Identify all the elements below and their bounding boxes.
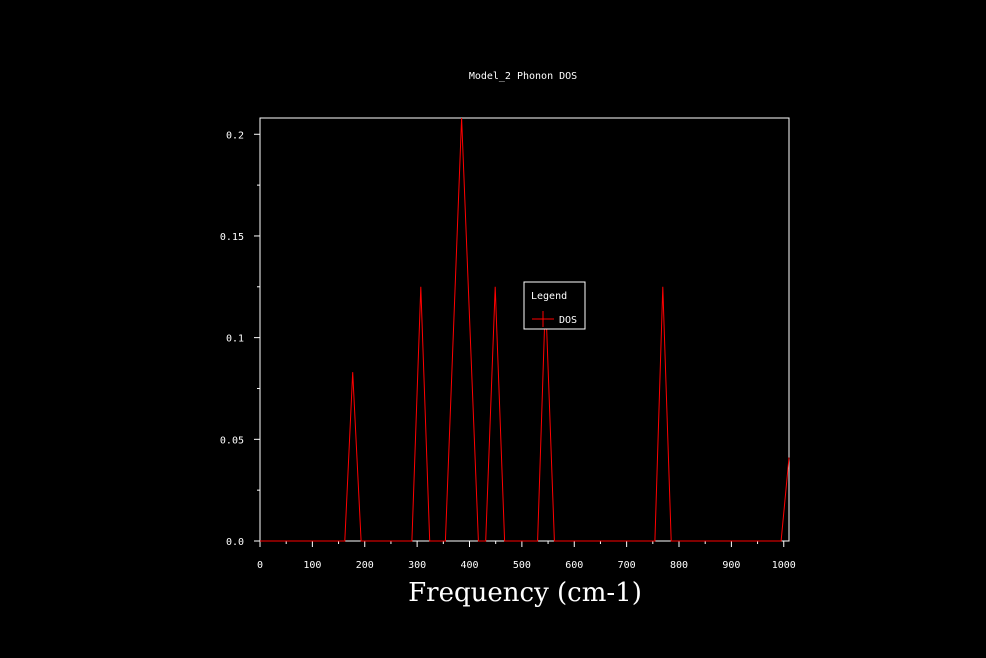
x-tick-label: 200 (356, 560, 374, 571)
x-axis-ticks: 0 100 200 300 400 500 600 700 800 900 1000 (257, 541, 796, 571)
legend-box (523, 281, 586, 330)
x-axis-label: Frequency (cm-1) (408, 578, 642, 608)
x-tick-label: 1000 (772, 560, 796, 571)
y-axis-ticks: 0.0 0.05 0.1 0.15 0.2 (220, 130, 260, 548)
x-tick-label: 800 (670, 560, 688, 571)
y-tick-label: 0.05 (220, 435, 244, 446)
series-line-dos (260, 117, 790, 542)
x-tick-label: 500 (513, 560, 531, 571)
chart-title: Model_2 Phonon DOS (469, 71, 577, 82)
x-tick-label: 100 (303, 560, 321, 571)
series-layer (260, 117, 790, 542)
y-tick-label: 0.1 (226, 334, 244, 345)
y-tick-label: 0.0 (226, 537, 244, 548)
x-tick-label: 600 (565, 560, 583, 571)
x-tick-label: 300 (408, 560, 426, 571)
x-tick-label: 700 (618, 560, 636, 571)
x-tick-label: 900 (722, 560, 740, 571)
y-tick-label: 0.2 (226, 130, 244, 141)
x-tick-label: 400 (460, 560, 478, 571)
legend: Legend DOS (523, 281, 586, 330)
legend-entry-dos: DOS (559, 315, 577, 326)
x-tick-label: 0 (257, 560, 263, 571)
legend-title: Legend (531, 291, 567, 302)
y-tick-label: 0.15 (220, 232, 244, 243)
